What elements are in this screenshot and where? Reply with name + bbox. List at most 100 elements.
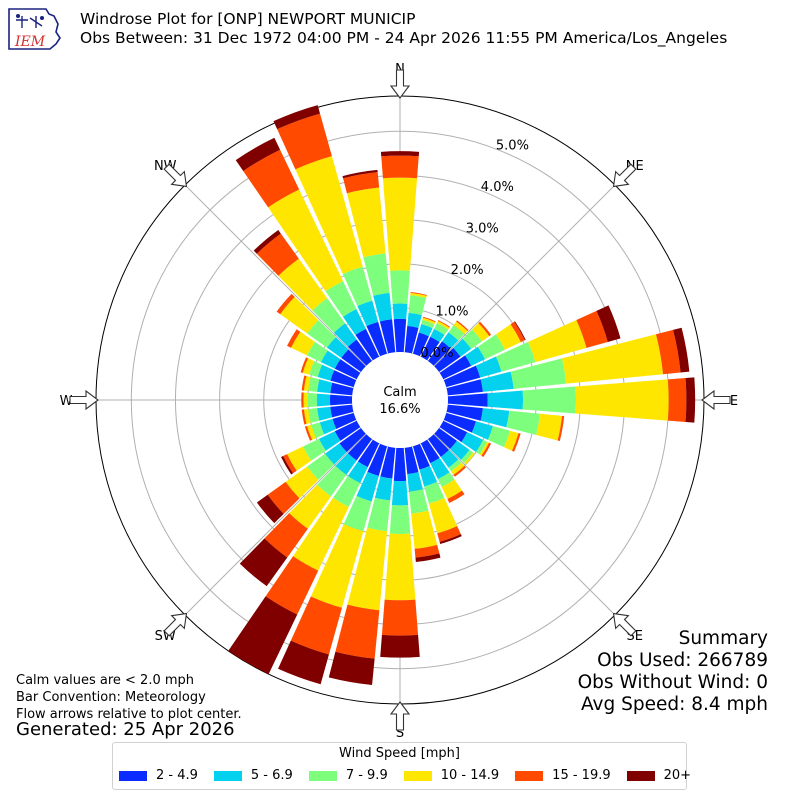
windrose-bar-segment [510,321,525,343]
windrose-bar-segment [347,434,373,461]
windrose-bar-segment [301,375,307,391]
windrose-bar-segment [346,187,386,258]
grid-spoke [184,433,367,616]
windrose-bar-segment [302,438,326,461]
windrose-bar-segment [447,490,465,503]
windrose-bar-segment [342,308,366,335]
legend-items: 2 - 4.9 5 - 6.9 7 - 9.9 10 - 14.9 15 - 19.9 2… [119,768,707,783]
windrose-bar-segment [424,481,445,504]
windrose-bar-segment [278,640,329,685]
windrose-bar-segment [415,553,441,562]
windrose-bar-segment [373,292,393,322]
chart-subtitle: Obs Between: 31 Dec 1972 04:00 PM - 24 A… [80,29,728,47]
summary-block: Summary Obs Used: 266789 Obs Without Win… [578,628,768,716]
windrose-bar-segment [437,526,461,542]
windrose-bar-segment [404,325,419,354]
windrose-bar-segment [317,406,333,421]
radial-tick-label: 0.0% [420,346,453,361]
windrose-bar-segment [316,393,331,407]
windrose-bar-segment [456,320,469,332]
windrose-bar-segment [330,404,354,418]
windrose-bar-segment [330,370,357,388]
windrose-bar-segment [308,377,320,392]
windrose-bar-segment [380,151,420,157]
windrose-bar-segment [411,510,438,549]
windrose-bar-segment [448,325,465,341]
windrose-bar-segment [422,316,436,323]
radial-tick-label: 1.0% [436,304,469,319]
windrose-bar-segment [312,298,346,333]
windrose-bar-segment [453,338,472,357]
windrose-bar-segment [276,293,295,315]
windrose-bar-segment [287,329,301,348]
windrose-bar-segment [404,446,419,475]
windrose-bar-segment [427,341,451,366]
windrose-bar-segment [434,347,461,373]
direction-arrow-icon [612,612,637,637]
legend-label: 2 - 4.9 [156,768,198,783]
windrose-bar-segment [317,364,335,381]
legend-entry: 5 - 6.9 [213,768,293,783]
direction-arrow-icon [389,69,411,99]
windrose-bar-segment [522,386,576,414]
windrose-bar-segment [283,454,297,474]
windrose-bar-segment [301,409,307,425]
windrose-bar-segment [472,323,490,342]
windrose-bar-segment [342,266,373,307]
windrose-bar-segment [410,292,427,298]
windrose-bar-segment [439,534,462,545]
windrose-bar-segment [319,418,337,435]
windrose-bar-segment [451,462,465,475]
windrose-bar-segment [655,329,681,375]
windrose-bar-segment [380,446,396,479]
windrose-bar-segment [446,404,483,421]
windrose-bar-segment [439,355,472,380]
windrose-bar-segment [430,328,445,343]
windrose-bar-segment [673,327,690,373]
windrose-bar-segment [303,375,311,392]
windrose-bar-segment [450,440,470,460]
windrose-bar-segment [334,420,361,441]
windrose-bar-segment [437,320,451,328]
windrose-bar-segment [446,379,483,396]
windrose-bar-segment [561,334,664,384]
windrose-bar-segment [436,320,450,330]
legend-label: 15 - 19.9 [552,768,611,783]
windrose-bar-segment [278,258,328,311]
windrose-bar-segment [367,497,391,532]
legend-entry: 10 - 14.9 [403,768,500,783]
windrose-bar-segment [407,312,422,328]
legend-swatch [403,770,432,781]
direction-label: E [730,394,738,409]
chart-title: Windrose Plot for [ONP] NEWPORT MUNICIP [80,10,416,28]
windrose-bar-segment [325,281,357,317]
windrose-bar-segment [427,434,450,457]
calm-circle [352,352,448,448]
windrose-bar-segment [393,447,407,482]
windrose-bar-segment [557,415,565,442]
windrose-bar-segment [576,310,608,348]
windrose-bar-segment [408,489,429,514]
flow-note: Flow arrows relative to plot center. [16,707,242,722]
windrose-bar-segment [419,465,438,487]
windrose-bar-segment [343,172,380,194]
windrose-bar-segment [407,472,423,492]
windrose-bar-segment [265,556,319,615]
calm-value: 16.6% [379,402,420,417]
windrose-bar-segment [504,430,519,451]
windrose-bar-segment [379,319,396,354]
windrose-bar-segment [476,439,488,455]
windrose-bar-segment [264,513,308,558]
summary-avg-speed: Avg Speed: 8.4 mph [580,694,768,715]
windrose-bar-segment [332,412,357,429]
legend-label: 10 - 14.9 [440,768,500,783]
windrose-bar-segment [512,433,521,452]
windrose-bar-segment [256,233,299,276]
windrose-bar-segment [448,459,462,472]
radial-tick-label: 2.0% [451,263,484,278]
windrose-bar-segment [461,432,484,453]
windrose-bar-segment [422,317,436,325]
windrose-bar-segment [437,472,455,488]
windrose-bar-segment [347,339,373,366]
